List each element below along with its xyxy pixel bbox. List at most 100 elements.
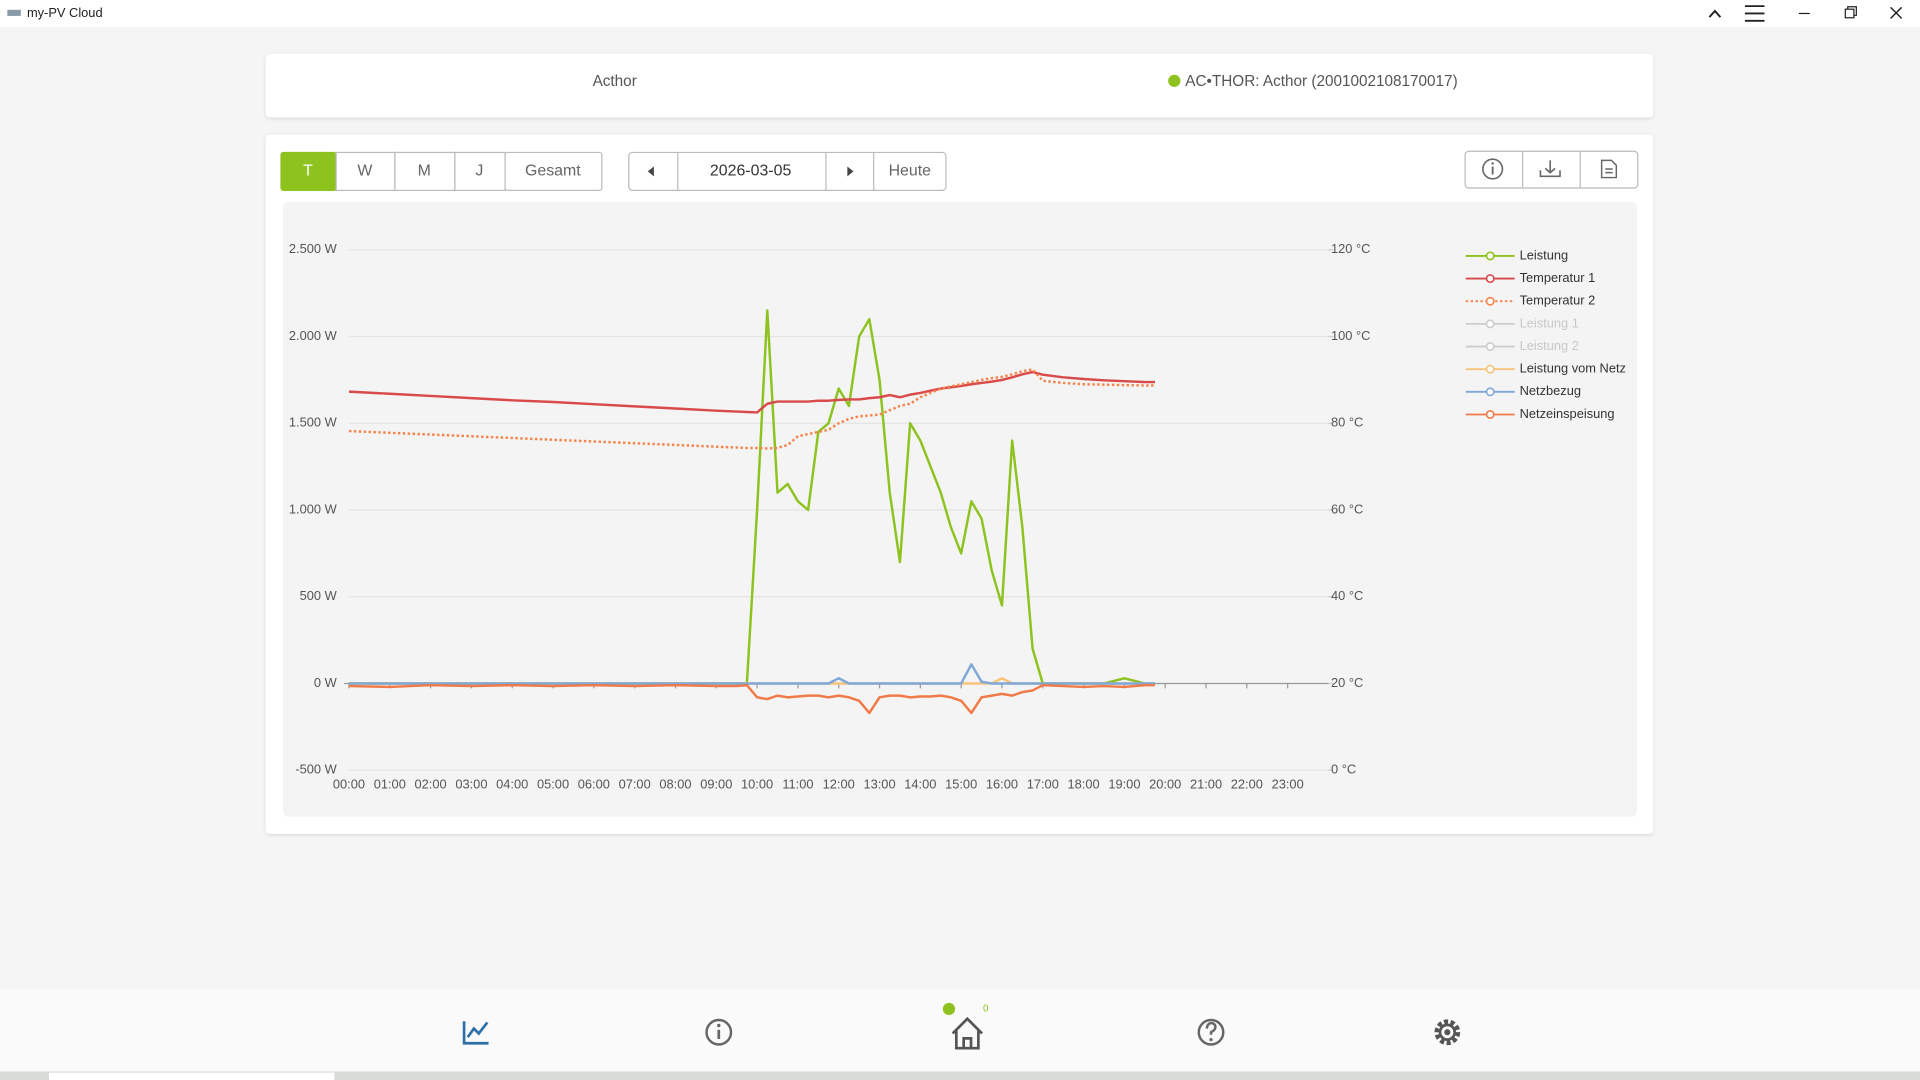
y-tick-label: 2.000 W xyxy=(289,328,338,343)
y-tick-label: 2.500 W xyxy=(289,241,338,256)
next-day-button[interactable] xyxy=(847,166,854,177)
prev-day-button[interactable] xyxy=(647,166,654,177)
x-tick-label: 21:00 xyxy=(1190,776,1222,791)
period-label: W xyxy=(357,163,372,180)
x-tick-label: 17:00 xyxy=(1027,776,1059,791)
restore-button[interactable] xyxy=(1844,6,1857,19)
x-tick-label: 15:00 xyxy=(945,776,977,791)
y-tick-label: 1.500 W xyxy=(289,415,338,430)
legend-label[interactable]: Leistung vom Netz xyxy=(1520,361,1626,376)
legend-marker xyxy=(1485,274,1495,284)
period-label: T xyxy=(303,163,313,180)
app-icon xyxy=(7,9,21,16)
x-tick-label: 22:00 xyxy=(1231,776,1263,791)
x-tick-label: 05:00 xyxy=(537,776,569,791)
x-tick-label: 19:00 xyxy=(1108,776,1140,791)
y2-tick-label: 60 °C xyxy=(1331,501,1363,516)
nav-home[interactable] xyxy=(951,1016,983,1050)
x-tick-label: 09:00 xyxy=(700,776,732,791)
x-tick-label: 13:00 xyxy=(863,776,895,791)
download-button[interactable] xyxy=(1539,160,1561,178)
site-tab[interactable]: Acthor xyxy=(593,73,637,90)
x-tick-label: 20:00 xyxy=(1149,776,1181,791)
x-tick-label: 06:00 xyxy=(578,776,610,791)
legend-marker xyxy=(1485,387,1495,397)
legend-marker xyxy=(1485,296,1495,306)
window-title: my-PV Cloud xyxy=(27,5,103,20)
date-navigator: 2026-03-05 Heute xyxy=(628,151,947,192)
legend-marker xyxy=(1485,342,1495,351)
x-tick-label: 11:00 xyxy=(782,776,813,791)
y2-tick-label: 120 °C xyxy=(1331,241,1370,256)
period-selector: T W M J Gesamt xyxy=(280,151,603,192)
legend-marker xyxy=(1485,251,1495,261)
period-button[interactable] xyxy=(454,151,506,192)
collapse-button[interactable] xyxy=(1708,9,1722,18)
close-button[interactable] xyxy=(1890,6,1903,19)
legend-marker xyxy=(1485,319,1495,329)
legend-label[interactable]: Temperatur 2 xyxy=(1520,293,1596,308)
title-bar xyxy=(0,0,1920,27)
legend-label[interactable]: Temperatur 1 xyxy=(1520,270,1596,285)
nav-charts[interactable] xyxy=(462,1021,489,1045)
series-line xyxy=(348,368,1156,450)
x-tick-label: 18:00 xyxy=(1068,776,1100,791)
taskbar-field xyxy=(48,1072,335,1080)
header-card xyxy=(265,53,1654,118)
nav-info[interactable] xyxy=(705,1018,733,1046)
period-label: M xyxy=(418,163,431,180)
period-label: Gesamt xyxy=(525,163,581,180)
x-tick-label: 14:00 xyxy=(904,776,936,791)
report-button[interactable] xyxy=(1600,159,1618,179)
y2-tick-label: 80 °C xyxy=(1331,415,1363,430)
x-tick-label: 02:00 xyxy=(415,776,447,791)
y-tick-label: 500 W xyxy=(300,588,338,603)
x-tick-label: 04:00 xyxy=(496,776,528,791)
menu-button[interactable] xyxy=(1744,5,1765,22)
legend-marker xyxy=(1485,364,1495,374)
series-line xyxy=(348,683,1156,715)
series-line xyxy=(348,663,1156,685)
action-buttons xyxy=(1464,150,1639,189)
x-tick-label: 03:00 xyxy=(455,776,487,791)
legend-label[interactable]: Leistung xyxy=(1520,247,1569,262)
nav-settings[interactable] xyxy=(1434,1019,1461,1046)
x-tick-label: 08:00 xyxy=(659,776,691,791)
period-button[interactable] xyxy=(394,151,456,192)
x-tick-label: 16:00 xyxy=(986,776,1018,791)
y-tick-label: -500 W xyxy=(295,762,337,777)
y2-tick-label: 40 °C xyxy=(1331,588,1363,603)
period-button[interactable] xyxy=(335,151,396,192)
legend-label[interactable]: Netzbezug xyxy=(1520,383,1581,398)
info-button[interactable] xyxy=(1482,158,1504,180)
bottom-nav xyxy=(0,989,1920,1072)
legend-label[interactable]: Netzeinspeisung xyxy=(1520,406,1615,421)
y2-tick-label: 0 °C xyxy=(1331,762,1356,777)
period-button[interactable] xyxy=(504,151,603,192)
home-status-dot xyxy=(942,1002,956,1016)
legend-label[interactable]: Leistung 1 xyxy=(1520,315,1579,330)
date-nav-frame xyxy=(628,151,947,192)
chart: -500 W 0 W 500 W 1.000 W 1.500 W 2.000 W 2.500… xyxy=(289,241,1626,791)
legend-label[interactable]: Leistung 2 xyxy=(1520,338,1579,353)
home-badge: 0 xyxy=(983,1004,989,1015)
y-tick-label: 0 W xyxy=(314,675,338,690)
y2-tick-label: 20 °C xyxy=(1331,675,1363,690)
series-line xyxy=(348,370,1156,414)
status-dot xyxy=(1168,74,1181,87)
date-field[interactable]: 2026-03-05 xyxy=(710,163,792,180)
period-label: J xyxy=(475,163,483,180)
device-tab[interactable]: AC•THOR: Acthor (2001002108170017) xyxy=(1185,73,1457,90)
x-tick-label: 23:00 xyxy=(1272,776,1304,791)
x-tick-label: 01:00 xyxy=(374,776,406,791)
x-tick-label: 07:00 xyxy=(619,776,651,791)
y-tick-label: 1.000 W xyxy=(289,501,338,516)
legend-marker xyxy=(1485,410,1495,419)
x-tick-label: 12:00 xyxy=(823,776,855,791)
nav-help[interactable] xyxy=(1197,1018,1225,1046)
today-button[interactable]: Heute xyxy=(889,163,932,180)
x-tick-label: 10:00 xyxy=(741,776,773,791)
x-tick-label: 00:00 xyxy=(333,776,365,791)
